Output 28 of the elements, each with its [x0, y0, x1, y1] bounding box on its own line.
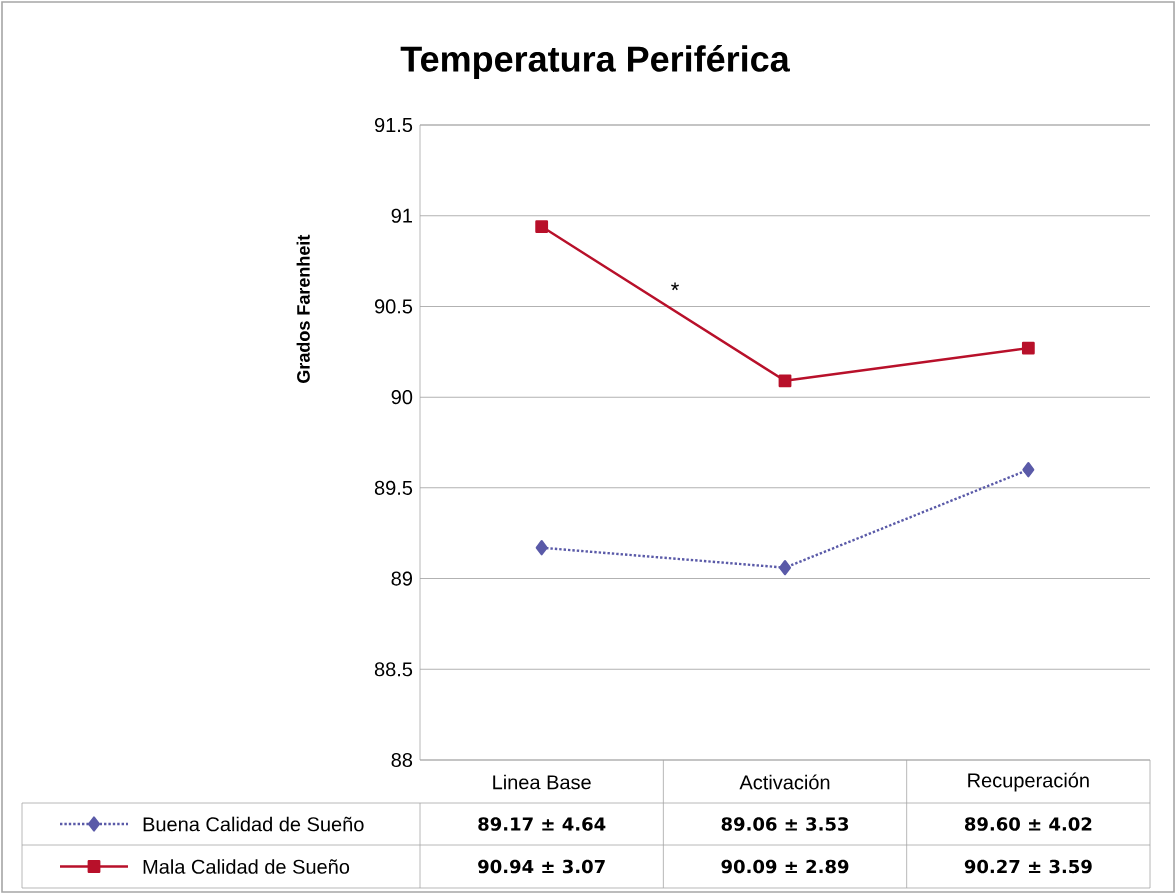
point	[778, 374, 792, 388]
y-tick-label: 88	[391, 752, 413, 768]
legend-label: Mala Calidad de Sueño	[143, 859, 350, 874]
y-tick-label: 91.5	[374, 117, 413, 133]
y-tick-label: 88.5	[374, 662, 413, 677]
y-axis-title: Grados Farenheit	[296, 234, 310, 383]
point	[779, 560, 792, 576]
data-label: 90.27 ± 3.59	[964, 859, 1092, 874]
y-tick-label: 91	[391, 208, 412, 223]
point	[1021, 341, 1035, 355]
legend-label: Buena Calidad de Sueño	[143, 816, 364, 832]
x-tick-label: Activación	[739, 774, 830, 790]
y-tick-label: 90.5	[374, 299, 413, 314]
y-tick-label: 89.5	[374, 480, 413, 495]
data-label: 89.06 ± 3.53	[721, 817, 849, 831]
annotation: *	[671, 282, 679, 291]
x-tick-label: Recuperación	[968, 772, 1089, 792]
data-label: 89.17 ± 4.64	[478, 817, 606, 831]
y-tick-label: 89	[391, 571, 413, 586]
data-label: 90.94 ± 3.07	[478, 859, 605, 874]
data-label: 90.09 ± 2.89	[721, 859, 849, 874]
chart-title: Temperatura Periférica	[400, 45, 790, 79]
point	[535, 540, 548, 556]
point	[1022, 462, 1035, 478]
x-tick-label: Linea Base	[493, 774, 591, 790]
data-label: 89.60 ± 4.02	[964, 817, 1092, 831]
point	[535, 220, 549, 233]
y-tick-label: 90	[391, 390, 413, 405]
